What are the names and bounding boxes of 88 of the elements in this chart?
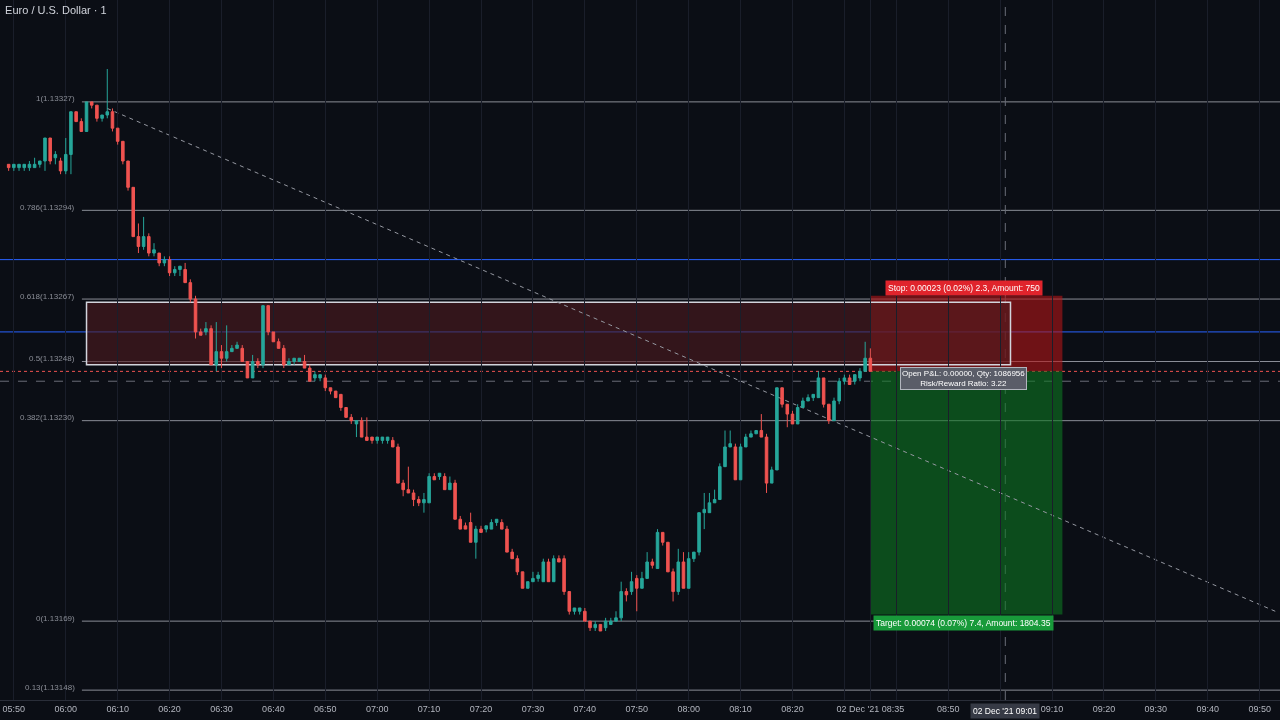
candlestick [193, 295, 198, 339]
candlestick [157, 252, 161, 267]
ref-line-label: 0.618(1.13267) [20, 292, 75, 301]
chart-title: Euro / U.S. Dollar · 1 [5, 3, 107, 16]
candlestick [790, 410, 795, 425]
candlestick [323, 374, 328, 392]
candlestick [141, 216, 146, 251]
ref-line-label: 0(1.13169) [36, 614, 76, 623]
candlestick [816, 370, 821, 399]
x-tick-label: 06:20 [158, 703, 181, 714]
candlestick [6, 163, 11, 172]
x-tick-label: 06:10 [106, 703, 129, 714]
candlestick [328, 387, 333, 395]
candlestick [494, 518, 499, 527]
candlestick [593, 620, 597, 632]
candlestick [204, 321, 208, 336]
candlestick [209, 324, 213, 366]
x-tick-label: 08:50 [936, 703, 960, 714]
candlestick [733, 443, 738, 481]
candlestick [136, 222, 141, 254]
annotation: Open P&L: 0.00000, Qty: 1086956 Risk/Reward Ratio: 3.22 [902, 369, 1026, 389]
candlestick [764, 433, 769, 494]
candlestick [53, 150, 58, 165]
candlestick [416, 495, 421, 507]
candlestick [214, 321, 219, 372]
ref-line-label: 02 Dec '21 09:01 [973, 706, 1038, 716]
x-tick-label: 06:40 [262, 703, 285, 714]
candlestick [479, 525, 483, 533]
candlestick [759, 413, 764, 438]
candlestick [256, 357, 260, 369]
candlestick [110, 107, 115, 132]
candlestick [681, 551, 686, 589]
x-tick-label: 02 Dec '21 08:35 [836, 703, 905, 714]
x-tick-label: 09:50 [1248, 703, 1271, 714]
x-tick-label: 08:00 [677, 703, 700, 714]
candlestick [48, 137, 52, 165]
annotation: Target: 0.00074 (0.07%) 7.4, Amount: 1804.35 [876, 618, 1051, 628]
x-tick-label: 05:50 [2, 703, 26, 714]
candlestick [432, 472, 437, 481]
x-tick-label: 09:40 [1196, 703, 1220, 714]
candlestick [411, 489, 416, 507]
candlestick [219, 344, 224, 369]
x-tick-label: 09:20 [1092, 703, 1116, 714]
x-tick-label: 09:30 [1144, 703, 1168, 714]
candlestick [551, 554, 556, 583]
candlestick [152, 242, 156, 257]
candlestick [650, 558, 655, 570]
candlestick [58, 157, 63, 175]
candlestick [707, 492, 712, 514]
candlestick [572, 607, 577, 616]
candlestick [354, 420, 359, 438]
x-tick-label: 08:20 [781, 703, 804, 714]
x-tick-label: 06:50 [314, 703, 337, 714]
candlestick [147, 232, 151, 257]
ref-line-label: 0.786(1.13294) [20, 203, 75, 212]
annotation: Stop: 0.00023 (0.02%) 2.3, Amount: 750 [888, 283, 1040, 293]
x-tick-label: 07:10 [417, 703, 441, 714]
x-tick-label: 09:10 [1040, 703, 1064, 714]
x-tick-label: 08:10 [729, 703, 752, 714]
x-tick-label: 07:30 [521, 703, 545, 714]
candlestick [250, 354, 255, 379]
candlestick [624, 587, 629, 602]
candlestick [448, 476, 452, 491]
ref-line-label: 0.382(1.13230) [20, 413, 75, 422]
x-tick-label: 07:40 [573, 703, 597, 714]
ref-line-label: 0.13(1.13148) [25, 683, 76, 692]
ref-line-label: 0.5(1.13248) [29, 354, 75, 363]
candlestick [474, 525, 478, 560]
candlestick [634, 574, 639, 612]
candlestick [385, 436, 390, 445]
x-tick-label: 07:00 [365, 703, 389, 714]
candlestick [240, 344, 245, 362]
candlestick [629, 571, 634, 596]
candlestick [577, 607, 582, 616]
candlestick [463, 522, 468, 530]
candlestick [302, 354, 307, 369]
candlestick [162, 255, 167, 267]
ref-line-label: 1(1.13327) [36, 94, 76, 103]
candlestick [676, 548, 681, 596]
candlestick [261, 305, 265, 369]
candlestick [847, 374, 852, 386]
candlestick [442, 472, 447, 491]
x-tick-label: 06:00 [54, 703, 78, 714]
x-tick-label: 07:50 [625, 703, 649, 714]
candlestick [468, 512, 473, 543]
x-tick-label: 06:30 [210, 703, 233, 714]
candlestick [198, 328, 203, 336]
x-tick-label: 07:20 [469, 703, 493, 714]
